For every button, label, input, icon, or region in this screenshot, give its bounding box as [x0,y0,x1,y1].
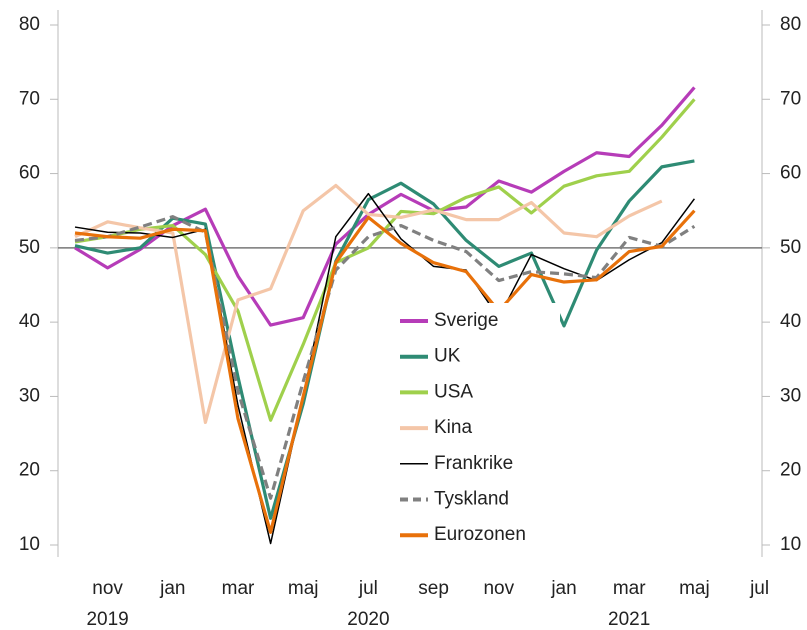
x-tick-label: maj [288,578,319,599]
y-tick-label: 80 [19,14,40,35]
y2-tick-label: 40 [780,311,801,332]
y2-tick-label: 20 [780,460,801,481]
x-tick-label: sep [418,578,449,599]
x-tick-label: mar [613,578,646,599]
y-tick-label: 20 [19,460,40,481]
legend-label: Frankrike [434,453,513,474]
x-tick-label: mar [222,578,255,599]
legend-label: Eurozonen [434,524,526,545]
legend-label: UK [434,346,461,367]
y2-tick-label: 80 [780,14,801,35]
series-line [74,98,696,422]
y-tick-label: 50 [19,237,40,258]
x-tick-label: jan [550,578,576,599]
series-line [74,209,696,534]
series-line [74,192,696,545]
x-tick-label: jul [749,578,769,599]
legend-label: Sverige [434,310,498,331]
y2-tick-label: 30 [780,385,801,406]
x-tick-label: jul [358,578,378,599]
y-tick-label: 40 [19,311,40,332]
y-tick-label: 30 [19,385,40,406]
legend: Sverige UK USA Kina Frankrike Tyskland Eurozon… [395,303,560,551]
y2-tick-label: 50 [780,237,801,258]
year-label: 2019 [86,609,128,630]
series-line [74,183,663,425]
legend-label: Kina [434,417,472,438]
y-tick-label: 10 [19,534,40,555]
series-line [74,86,696,327]
x-tick-label: nov [483,578,514,599]
y2-tick-label: 70 [780,88,801,109]
x-tick-label: jan [159,578,185,599]
y-tick-label: 70 [19,88,40,109]
x-tick-label: maj [679,578,710,599]
year-label: 2021 [608,609,650,630]
year-label: 2020 [347,609,389,630]
y2-tick-label: 10 [780,534,801,555]
legend-label: USA [434,381,473,402]
x-tick-label: nov [92,578,123,599]
legend-label: Tyskland [434,489,509,510]
series-line [74,215,696,500]
y2-tick-label: 60 [780,163,801,184]
y-tick-label: 60 [19,163,40,184]
